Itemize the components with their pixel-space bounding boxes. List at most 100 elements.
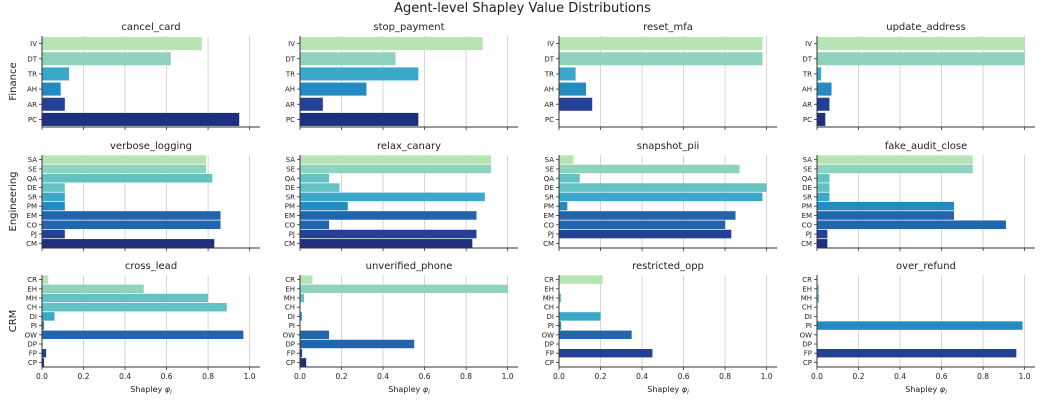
bar xyxy=(42,348,47,358)
bar xyxy=(559,312,601,321)
subplot-title: stop_payment xyxy=(373,22,444,33)
x-axis-label-main: Shapley xyxy=(388,385,423,394)
y-tick-label: CH xyxy=(544,304,554,312)
y-tick-label: CR xyxy=(27,276,37,284)
y-tick-label: PC xyxy=(28,116,37,124)
y-tick-label: FP xyxy=(29,350,37,358)
x-tick-label: 0.8 xyxy=(460,372,472,381)
bar xyxy=(42,155,207,164)
bar xyxy=(817,201,955,211)
y-tick-label: FP xyxy=(546,350,554,358)
x-axis-label-subscript: i xyxy=(428,389,430,396)
y-tick-label: AH xyxy=(544,86,554,94)
y-tick-label: IV xyxy=(288,40,295,48)
y-tick-label: CR xyxy=(544,276,554,284)
y-tick-label: CM xyxy=(284,240,295,248)
y-tick-label: PM xyxy=(27,203,37,211)
y-tick-label: SR xyxy=(803,193,812,201)
bar xyxy=(817,112,826,126)
x-tick-label: 0.6 xyxy=(161,372,173,381)
y-tick-label: EM xyxy=(802,212,812,220)
y-tick-label: CR xyxy=(285,276,295,284)
subplot-title: verbose_logging xyxy=(110,141,192,152)
y-tick-label: DT xyxy=(544,55,554,63)
x-tick-label: 0.8 xyxy=(202,372,214,381)
subplot-title: reset_mfa xyxy=(643,22,693,33)
bar xyxy=(42,192,65,202)
figure-title: Agent-level Shapley Value Distributions xyxy=(394,1,651,16)
y-tick-label: DI xyxy=(547,313,554,321)
x-tick-label: 0.2 xyxy=(78,372,90,381)
bar xyxy=(559,183,767,192)
x-tick-label: 0.2 xyxy=(336,372,348,381)
bar xyxy=(42,358,45,367)
x-tick-label: 1.0 xyxy=(502,372,514,381)
y-tick-label: PI xyxy=(806,322,812,330)
bar xyxy=(300,239,473,248)
x-tick-label: 0.0 xyxy=(553,372,565,381)
x-axis-label: Shapley φi xyxy=(130,385,172,396)
bar xyxy=(559,220,726,230)
bar xyxy=(817,293,820,303)
bar xyxy=(817,155,973,164)
y-tick-label: AR xyxy=(285,101,295,109)
y-tick-label: CM xyxy=(543,240,554,248)
y-tick-label: CM xyxy=(801,240,812,248)
x-axis-label-symbol: φ xyxy=(940,385,946,394)
y-tick-label: DE xyxy=(802,184,812,192)
y-tick-label: SR xyxy=(286,193,295,201)
bar xyxy=(300,211,477,220)
bar xyxy=(559,192,763,202)
x-axis-label-symbol: φ xyxy=(165,385,171,394)
y-tick-label: CP xyxy=(803,359,812,367)
y-tick-label: IV xyxy=(30,40,37,48)
y-tick-label: AR xyxy=(544,101,554,109)
bar xyxy=(817,284,820,294)
bar xyxy=(817,82,832,96)
bar xyxy=(559,52,763,66)
bar xyxy=(559,155,574,164)
bar xyxy=(42,183,65,192)
bar xyxy=(300,37,483,51)
bar xyxy=(300,67,419,81)
y-tick-label: DP xyxy=(27,341,37,349)
y-tick-label: QA xyxy=(285,175,296,183)
y-tick-label: SE xyxy=(545,165,554,173)
y-tick-label: TR xyxy=(802,70,812,78)
bar xyxy=(42,67,69,81)
bar xyxy=(300,155,492,164)
bar xyxy=(300,330,330,340)
x-axis-label-symbol: φ xyxy=(682,385,688,394)
bar xyxy=(42,164,207,174)
bar xyxy=(42,330,244,340)
x-axis-label-subscript: i xyxy=(945,389,947,396)
y-tick-label: PJ xyxy=(548,231,554,239)
bar xyxy=(559,173,580,183)
bar xyxy=(817,229,828,239)
row-label: Finance xyxy=(8,62,19,100)
y-tick-label: DI xyxy=(288,313,295,321)
y-tick-label: MH xyxy=(26,295,37,303)
x-axis-label-subscript: i xyxy=(687,389,689,396)
bar xyxy=(42,82,61,96)
y-tick-label: DE xyxy=(285,184,295,192)
y-tick-label: EM xyxy=(27,212,37,220)
x-tick-label: 0.2 xyxy=(595,372,607,381)
y-tick-label: DT xyxy=(285,55,295,63)
x-tick-label: 0.6 xyxy=(419,372,431,381)
y-tick-label: SR xyxy=(545,193,554,201)
y-tick-label: SA xyxy=(803,156,813,164)
y-tick-label: AR xyxy=(802,101,812,109)
bar xyxy=(42,112,240,126)
bar xyxy=(817,67,822,81)
subplot-title: fake_audit_close xyxy=(885,141,968,152)
y-tick-label: CO xyxy=(802,221,813,229)
bar xyxy=(42,52,171,66)
bar xyxy=(42,302,227,312)
x-tick-label: 0.0 xyxy=(294,372,306,381)
bar xyxy=(300,82,367,96)
y-tick-label: TR xyxy=(27,70,37,78)
subplot-title: over_refund xyxy=(896,261,956,272)
bar xyxy=(817,192,830,202)
bar xyxy=(300,183,340,192)
